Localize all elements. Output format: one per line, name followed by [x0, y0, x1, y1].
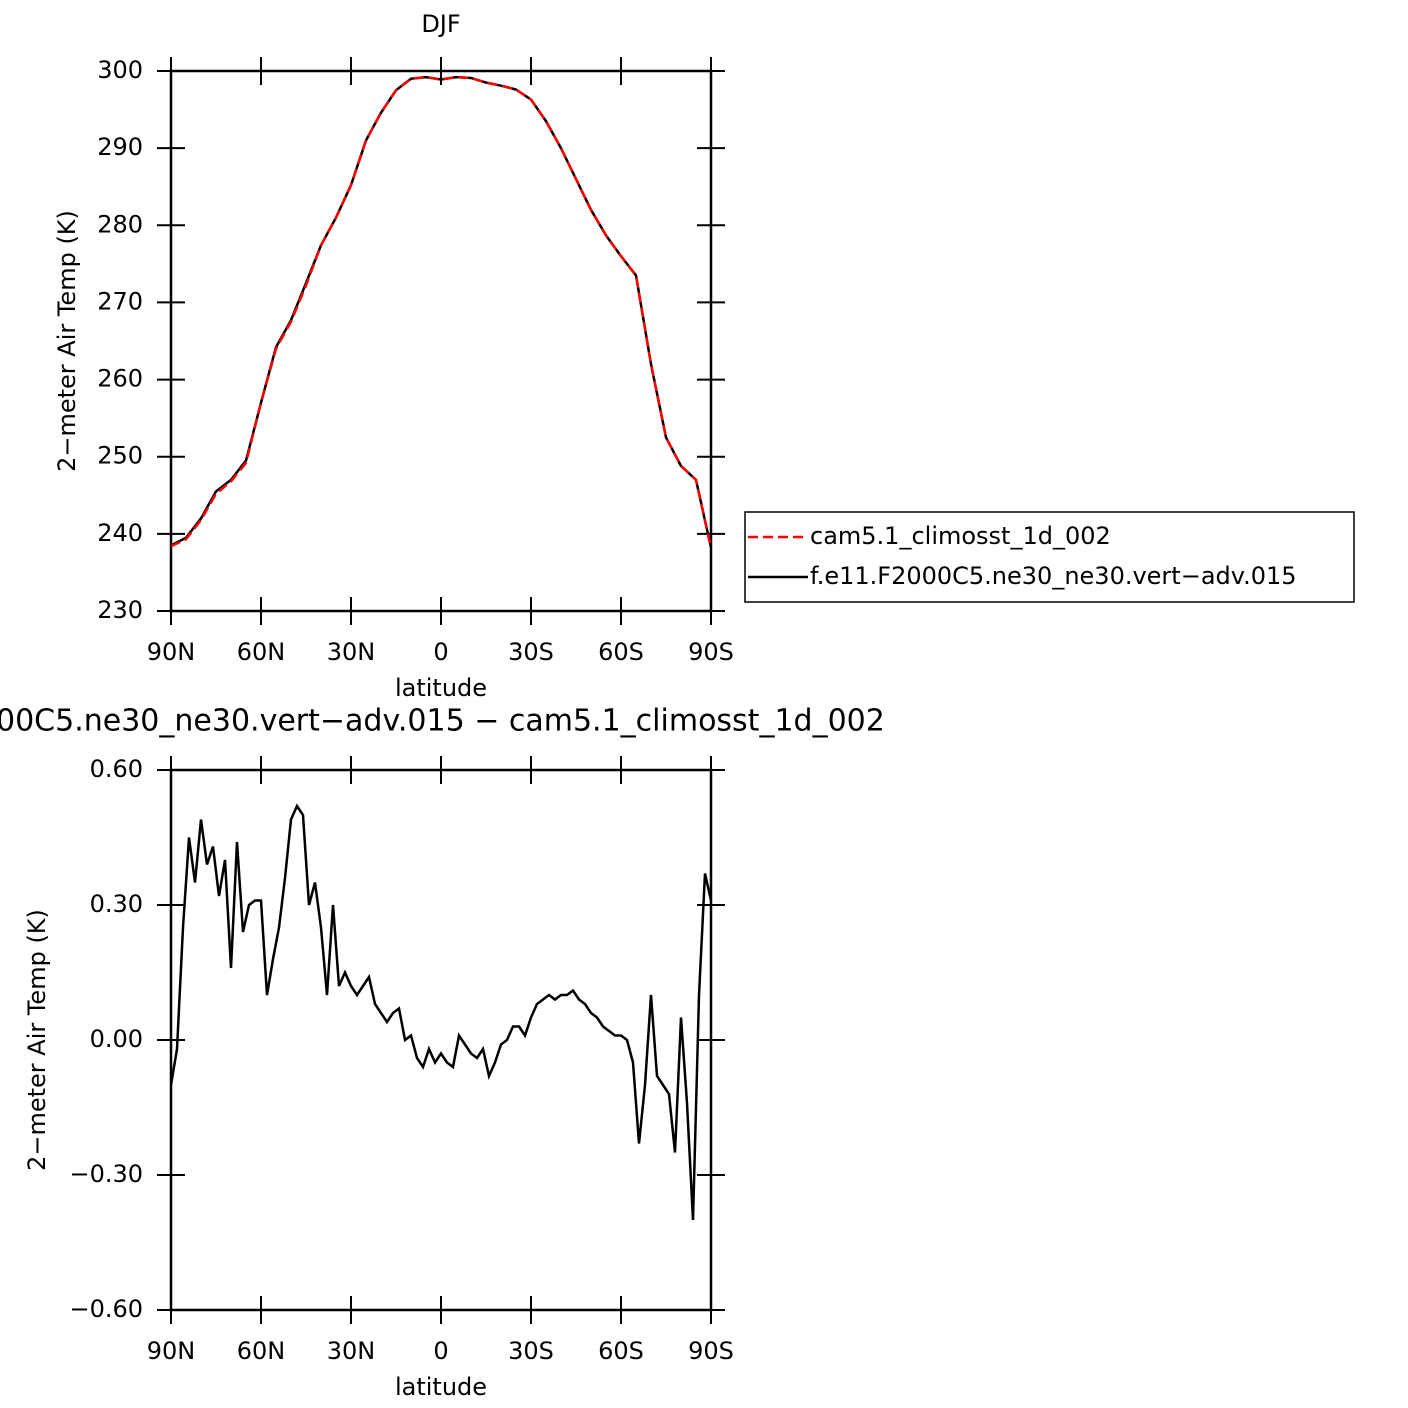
x-axis-label: latitude — [395, 674, 487, 702]
x-tick-label: 30S — [508, 638, 554, 666]
chart-title: 00C5.ne30_ne30.vert−adv.015 − cam5.1_cli… — [0, 704, 885, 739]
x-tick-label: 0 — [433, 638, 448, 666]
x-tick-label: 90S — [688, 1337, 734, 1365]
chart-title: DJF — [421, 10, 460, 38]
y-tick-label: −0.30 — [69, 1160, 143, 1188]
y-tick-label: 250 — [97, 442, 143, 470]
y-tick-label: 270 — [97, 287, 143, 315]
y-axis-label: 2−meter Air Temp (K) — [23, 909, 51, 1171]
y-tick-label: −0.60 — [69, 1295, 143, 1323]
y-tick-label: 0.30 — [90, 890, 143, 918]
y-tick-label: 0.60 — [90, 755, 143, 783]
y-tick-label: 290 — [97, 133, 143, 161]
data-line — [171, 75, 711, 549]
y-tick-label: 230 — [97, 596, 143, 624]
y-tick-label: 300 — [97, 56, 143, 84]
plot-frame — [169, 768, 713, 1312]
y-tick-label: 260 — [97, 365, 143, 393]
x-tick-label: 60N — [237, 638, 286, 666]
x-tick-label: 30N — [327, 1337, 376, 1365]
y-tick-label: 280 — [97, 210, 143, 238]
legend-label: f.e11.F2000C5.ne30_ne30.vert−adv.015 — [810, 562, 1297, 590]
x-tick-label: 60S — [598, 638, 644, 666]
data-line — [171, 75, 711, 549]
y-axis-label: 2−meter Air Temp (K) — [53, 210, 81, 472]
x-tick-label: 60S — [598, 1337, 644, 1365]
x-tick-label: 30N — [327, 638, 376, 666]
plot-frame — [169, 69, 713, 613]
x-tick-label: 0 — [433, 1337, 448, 1365]
x-tick-label: 30S — [508, 1337, 554, 1365]
x-tick-label: 90S — [688, 638, 734, 666]
x-axis-label: latitude — [395, 1373, 487, 1401]
y-tick-label: 0.00 — [90, 1025, 143, 1053]
x-tick-label: 60N — [237, 1337, 286, 1365]
x-tick-label: 90N — [147, 1337, 196, 1365]
x-tick-label: 90N — [147, 638, 196, 666]
legend-box — [744, 511, 1355, 603]
y-tick-label: 240 — [97, 519, 143, 547]
data-line — [171, 803, 711, 1221]
legend-label: cam5.1_climosst_1d_002 — [810, 522, 1111, 550]
